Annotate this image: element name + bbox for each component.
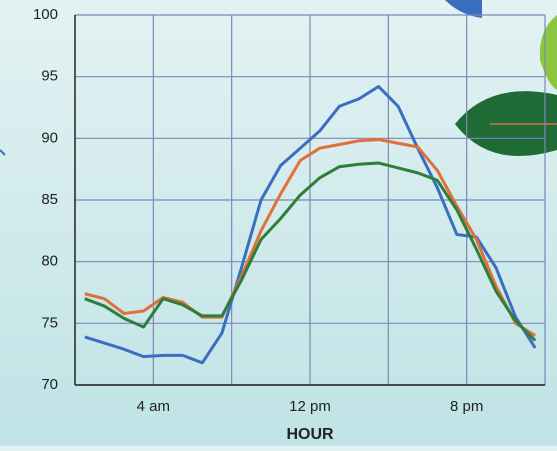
y-tick-label: 100 [33, 6, 58, 23]
page: HOUR 7075808590951004 am12 pm8 pm (() =>… [0, 0, 557, 446]
y-tick-label: 75 [41, 314, 58, 331]
x-axis-title: HOUR [286, 426, 334, 443]
x-tick-label: 4 am [137, 398, 170, 415]
decoration [0, 0, 557, 156]
y-tick-label: 90 [41, 129, 58, 146]
y-tick-label: 80 [41, 253, 58, 270]
x-tick-label: 12 pm [289, 398, 331, 415]
x-tick-label: 8 pm [450, 398, 483, 415]
y-tick-label: 70 [41, 376, 58, 393]
y-tick-label: 95 [41, 68, 58, 85]
chart: HOUR 70 75 80 85 90 95 100 4 am 12 pm 8 pm [0, 0, 557, 446]
y-tick-label: 85 [41, 191, 58, 208]
